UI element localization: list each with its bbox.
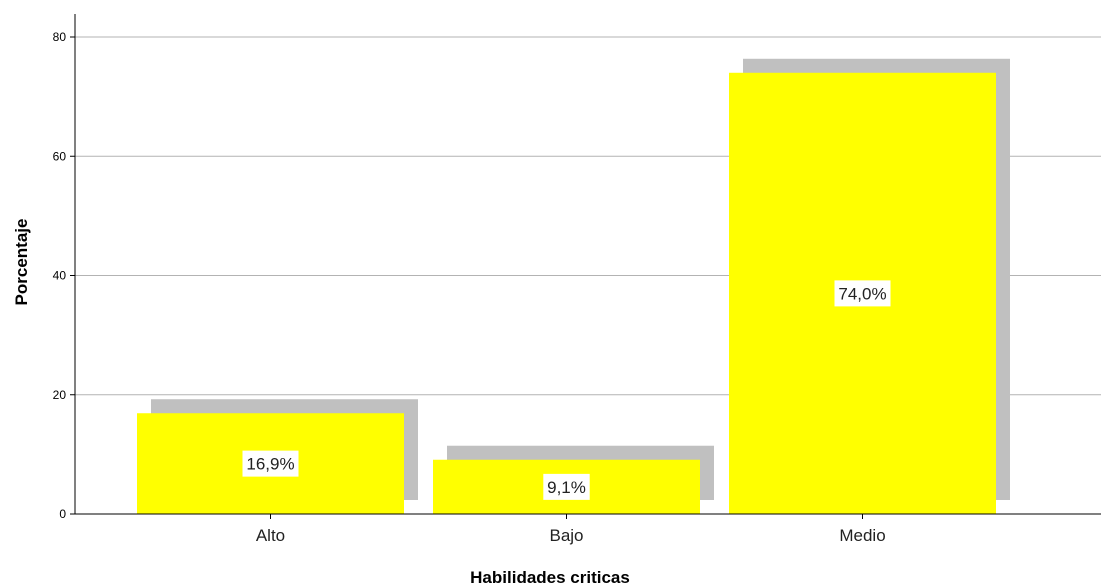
- y-tick-label: 20: [53, 388, 67, 402]
- y-tick-label: 0: [59, 507, 66, 521]
- x-category-label: Bajo: [549, 526, 583, 545]
- axes: [74, 14, 1101, 515]
- x-category-label: Alto: [256, 526, 285, 545]
- data-label: 16,9%: [246, 455, 294, 474]
- y-axis-title: Porcentaje: [12, 219, 31, 306]
- y-tick-label: 40: [53, 269, 67, 283]
- data-label: 74,0%: [838, 284, 886, 303]
- data-label-box: [242, 450, 299, 477]
- x-axis-title: Habilidades criticas: [470, 568, 630, 587]
- y-axis-ticks: 0 20 40 60 80: [53, 30, 75, 521]
- data-label-box: [543, 473, 590, 500]
- y-tick-label: 80: [53, 30, 67, 44]
- bars: 16,9% 9,1% 74,0%: [137, 58, 1010, 515]
- x-category-label: Medio: [839, 526, 885, 545]
- data-label: 9,1%: [547, 478, 586, 497]
- data-label-box: [834, 280, 891, 307]
- x-axis-categories: Alto Bajo Medio: [256, 514, 886, 545]
- y-tick-label: 60: [53, 149, 67, 163]
